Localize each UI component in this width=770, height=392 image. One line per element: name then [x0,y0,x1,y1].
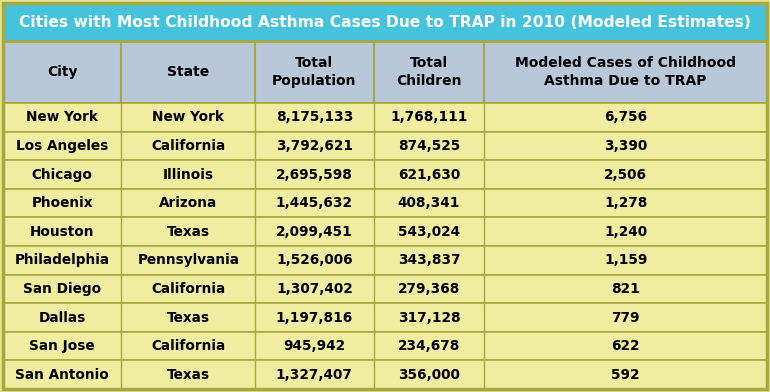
Text: 1,445,632: 1,445,632 [276,196,353,210]
Text: Illinois: Illinois [162,167,214,181]
Text: 821: 821 [611,282,640,296]
Text: 1,526,006: 1,526,006 [276,253,353,267]
Text: 779: 779 [611,310,640,325]
Text: Texas: Texas [167,368,209,382]
Text: Philadelphia: Philadelphia [15,253,110,267]
Bar [3,218,767,246]
Text: California: California [151,282,226,296]
Text: San Jose: San Jose [29,339,95,353]
Text: Total
Children: Total Children [397,56,462,88]
Text: Texas: Texas [167,310,209,325]
Text: Texas: Texas [167,225,209,239]
Text: 621,630: 621,630 [398,167,460,181]
Text: New York: New York [26,110,98,124]
Text: 1,159: 1,159 [604,253,648,267]
Text: Pennsylvania: Pennsylvania [137,253,239,267]
Text: Dallas: Dallas [38,310,85,325]
Text: 3,390: 3,390 [604,139,648,153]
Text: 2,099,451: 2,099,451 [276,225,353,239]
Bar [3,360,767,389]
Bar [3,246,767,275]
Bar [3,132,767,160]
Text: 8,175,133: 8,175,133 [276,110,353,124]
Text: New York: New York [152,110,224,124]
Text: Cities with Most Childhood Asthma Cases Due to TRAP in 2010 (Modeled Estimates): Cities with Most Childhood Asthma Cases … [19,15,751,29]
Text: 543,024: 543,024 [398,225,460,239]
Text: 1,307,402: 1,307,402 [276,282,353,296]
Text: San Diego: San Diego [23,282,102,296]
Text: Chicago: Chicago [32,167,92,181]
Text: State: State [167,65,209,79]
Text: 317,128: 317,128 [397,310,460,325]
Text: Arizona: Arizona [159,196,217,210]
Text: 2,695,598: 2,695,598 [276,167,353,181]
Text: California: California [151,339,226,353]
Text: Phoenix: Phoenix [32,196,93,210]
Text: 408,341: 408,341 [398,196,460,210]
Text: 1,240: 1,240 [604,225,648,239]
Text: San Antonio: San Antonio [15,368,109,382]
Text: Total
Population: Total Population [272,56,357,88]
Bar [3,275,767,303]
Text: 2,506: 2,506 [604,167,647,181]
Text: 622: 622 [611,339,640,353]
Text: Modeled Cases of Childhood
Asthma Due to TRAP: Modeled Cases of Childhood Asthma Due to… [515,56,736,88]
Text: 1,278: 1,278 [604,196,648,210]
Text: Los Angeles: Los Angeles [16,139,109,153]
Text: 279,368: 279,368 [398,282,460,296]
Text: 343,837: 343,837 [397,253,460,267]
Bar [3,189,767,218]
Text: 945,942: 945,942 [283,339,346,353]
Bar [3,3,767,41]
Text: 592: 592 [611,368,640,382]
Text: 234,678: 234,678 [398,339,460,353]
Text: 1,197,816: 1,197,816 [276,310,353,325]
Text: 1,768,111: 1,768,111 [390,110,467,124]
Text: 6,756: 6,756 [604,110,648,124]
Text: City: City [47,65,78,79]
Bar [3,303,767,332]
Text: 1,327,407: 1,327,407 [276,368,353,382]
Text: California: California [151,139,226,153]
Text: 874,525: 874,525 [398,139,460,153]
Bar [3,332,767,360]
Text: 3,792,621: 3,792,621 [276,139,353,153]
Text: Houston: Houston [30,225,95,239]
Bar [3,103,767,132]
Text: 356,000: 356,000 [398,368,460,382]
Bar [3,160,767,189]
Bar [3,41,767,103]
